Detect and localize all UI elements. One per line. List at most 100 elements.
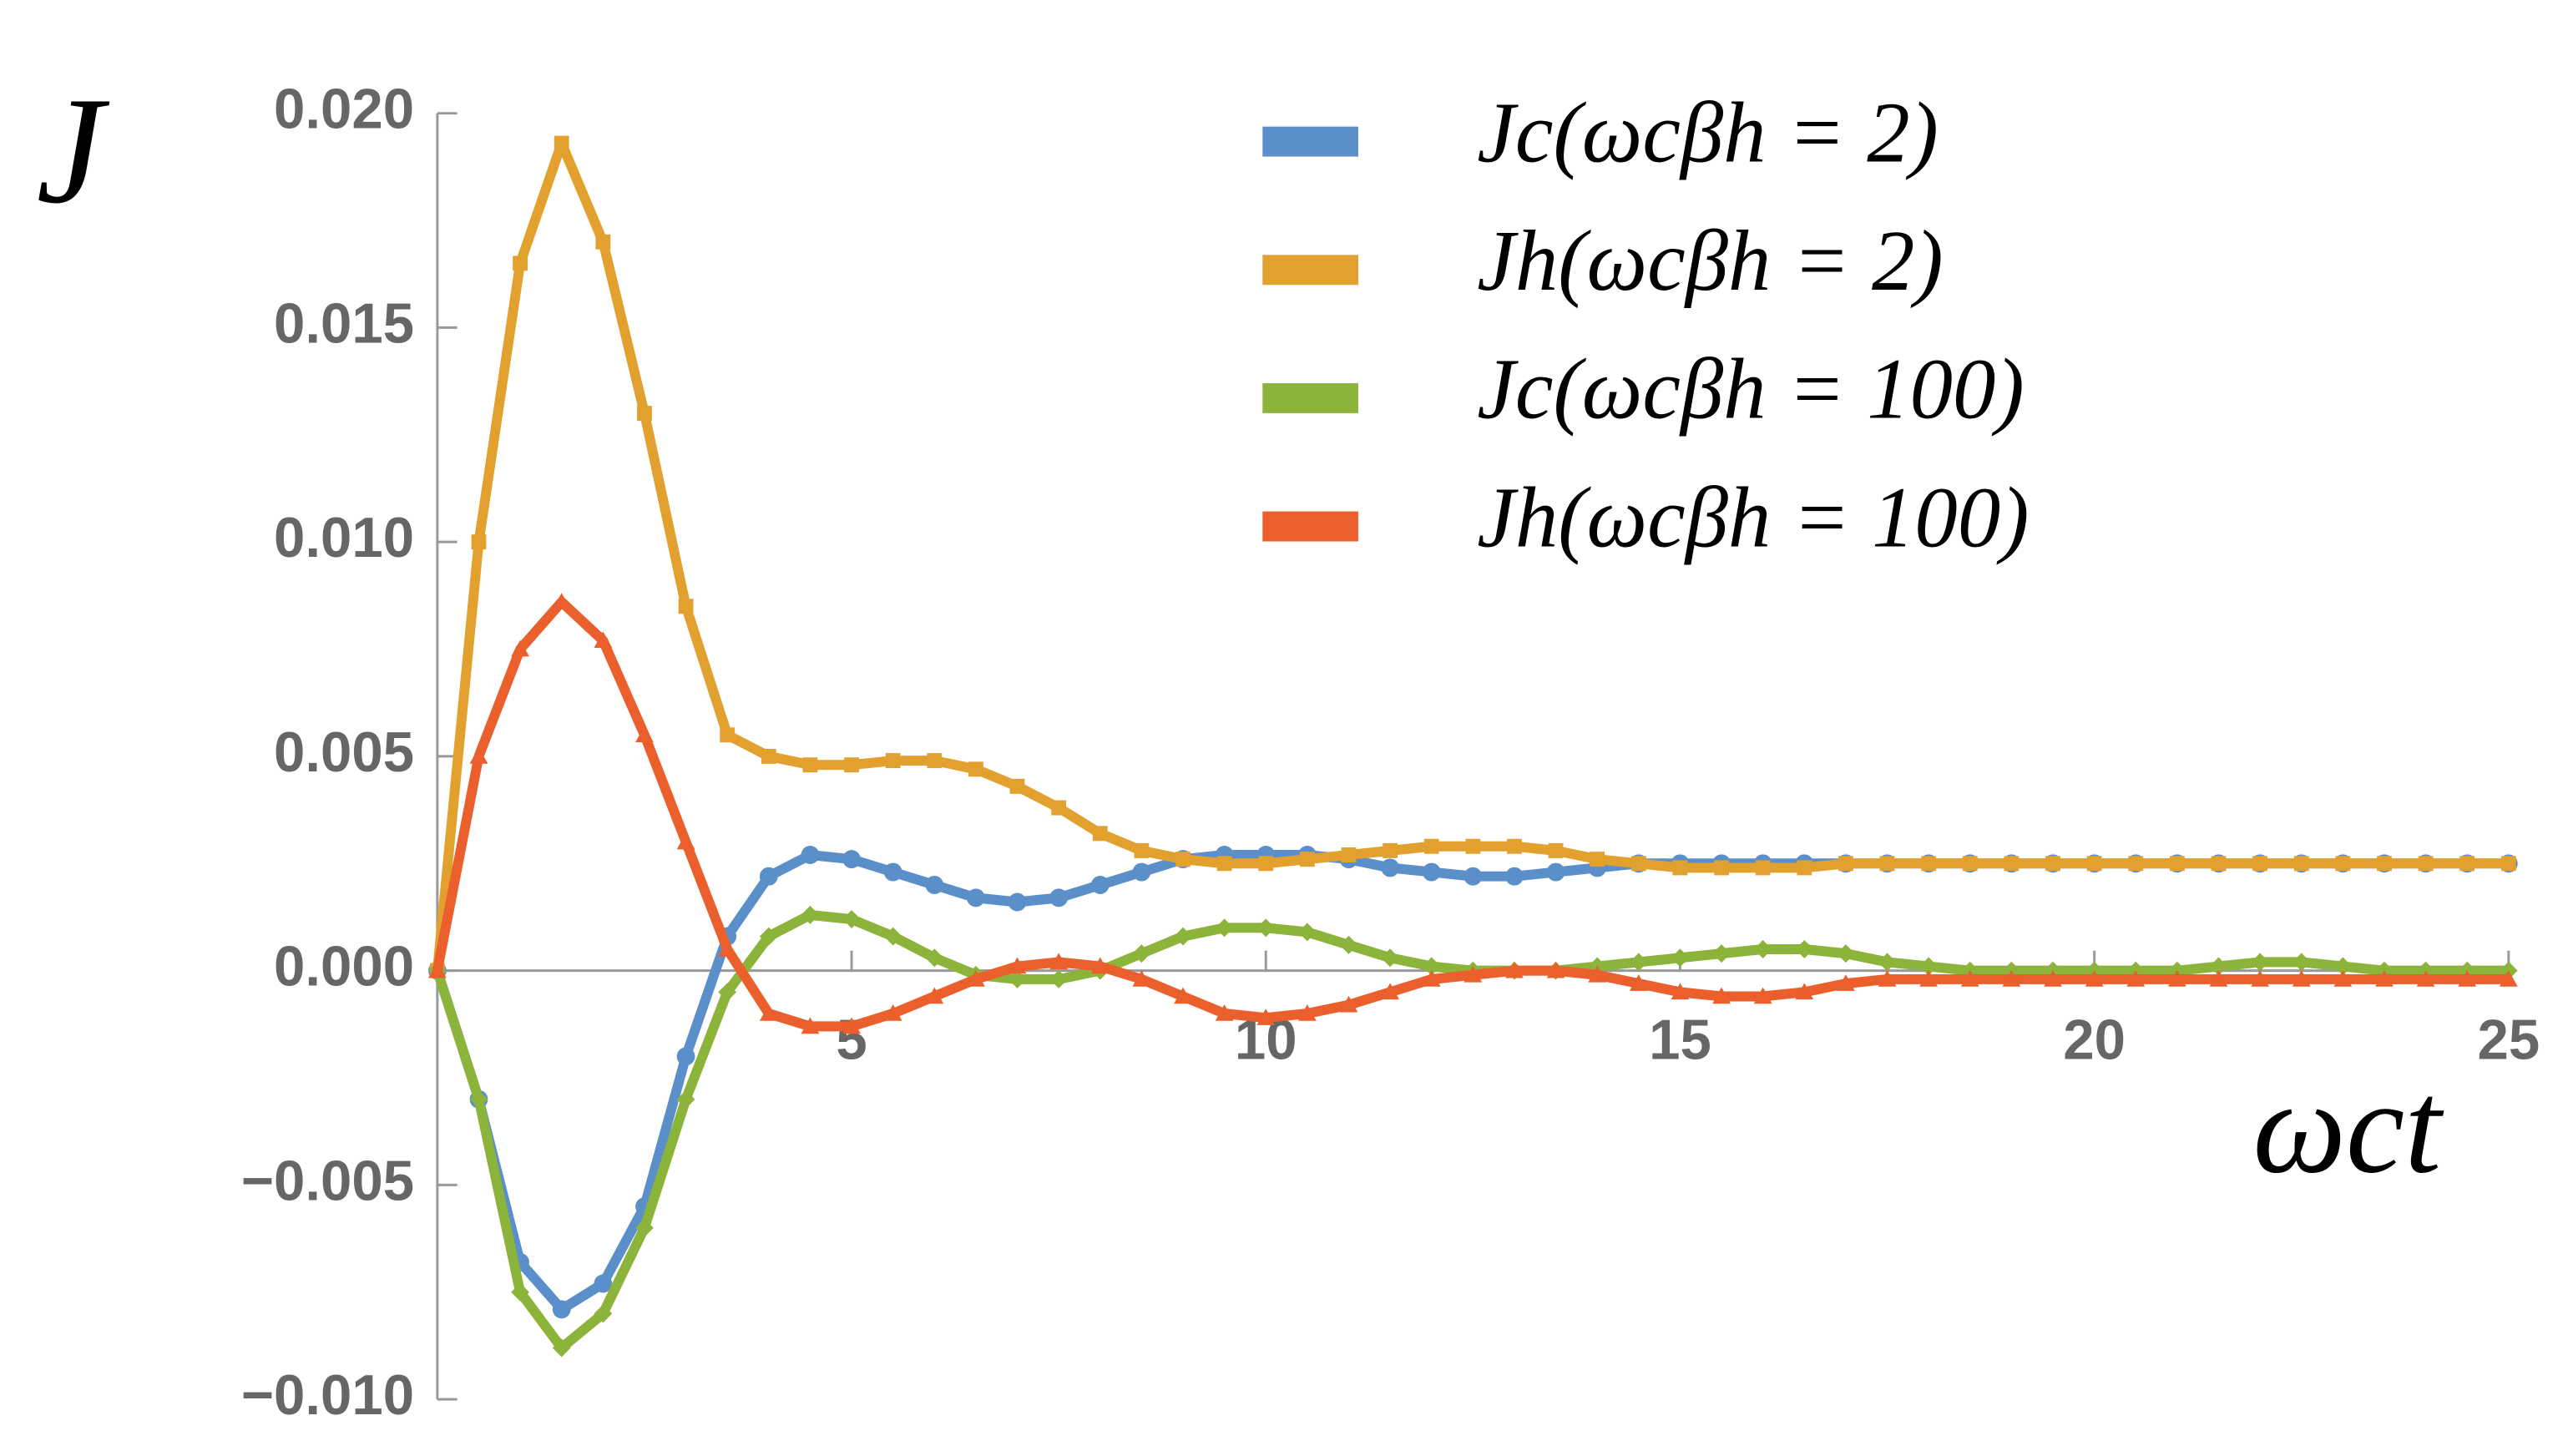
marker	[801, 1017, 820, 1034]
marker	[2252, 856, 2268, 872]
marker	[2004, 856, 2020, 872]
marker	[469, 1089, 488, 1109]
y-tick-label: −0.005	[241, 1150, 414, 1212]
marker	[552, 1338, 571, 1357]
legend-label: Jh(ωcβh = 2)	[1477, 214, 1943, 310]
marker	[759, 867, 778, 886]
marker	[1008, 892, 1027, 912]
x-axis-label: ωct	[2252, 1054, 2444, 1201]
marker	[1463, 867, 1483, 886]
marker	[1797, 860, 1812, 876]
marker	[2169, 856, 2185, 872]
marker	[844, 757, 859, 773]
marker	[1671, 948, 1690, 968]
legend-swatch	[1262, 126, 1358, 157]
marker	[1837, 944, 1855, 963]
y-axis-label: J	[36, 65, 110, 235]
marker	[1712, 944, 1731, 963]
marker	[1339, 995, 1358, 1013]
marker	[2002, 969, 2021, 987]
series-line	[432, 850, 2509, 1315]
x-tick-label: 20	[2063, 1009, 2126, 1071]
marker	[2128, 856, 2144, 872]
marker	[1921, 856, 1937, 872]
marker	[2292, 953, 2311, 972]
marker	[2045, 856, 2060, 872]
marker	[676, 832, 695, 850]
legend-swatch	[1262, 255, 1358, 286]
marker	[1256, 918, 1276, 938]
x-tick-label: 15	[1649, 1009, 1711, 1071]
marker	[2499, 969, 2518, 987]
marker	[635, 725, 654, 743]
marker	[967, 969, 985, 987]
marker	[1175, 852, 1190, 867]
marker	[1051, 800, 1067, 816]
marker	[718, 983, 737, 1002]
marker	[1381, 858, 1399, 877]
marker	[720, 727, 736, 743]
x-tick-label: 25	[2477, 1009, 2540, 1071]
marker	[2333, 969, 2353, 987]
marker	[2044, 969, 2062, 987]
marker	[2086, 856, 2102, 872]
marker	[1795, 940, 1814, 958]
marker	[1049, 953, 1069, 970]
marker	[2211, 856, 2227, 872]
legend-swatch	[1262, 382, 1358, 413]
marker	[1755, 860, 1771, 876]
marker	[2377, 856, 2392, 872]
marker	[1672, 860, 1688, 876]
marker	[513, 255, 528, 271]
marker	[637, 406, 652, 422]
marker	[1630, 856, 1646, 872]
marker	[1837, 974, 1855, 991]
marker	[842, 910, 861, 929]
marker	[1381, 983, 1399, 1000]
y-tick-label: 0.005	[274, 721, 414, 784]
marker	[883, 862, 902, 882]
marker	[2126, 969, 2146, 987]
marker	[1383, 842, 1398, 858]
marker	[678, 599, 694, 614]
marker	[552, 1300, 571, 1319]
marker	[1049, 888, 1069, 907]
marker	[885, 753, 901, 769]
marker	[1256, 1009, 1276, 1025]
marker	[2168, 969, 2186, 987]
marker	[802, 757, 818, 773]
marker	[1174, 987, 1192, 1004]
marker	[2333, 957, 2353, 976]
marker	[925, 987, 944, 1004]
marker	[2375, 969, 2394, 987]
y-tick-label: 0.020	[274, 78, 414, 140]
marker	[1090, 875, 1110, 894]
y-tick-label: 0.015	[274, 292, 414, 355]
marker	[1298, 923, 1317, 942]
marker	[1588, 965, 1607, 983]
marker	[594, 1274, 613, 1293]
marker	[1878, 969, 1897, 987]
y-tick-label: 0.000	[274, 935, 414, 998]
marker	[1714, 860, 1729, 876]
marker	[1507, 838, 1522, 854]
marker	[1960, 969, 1979, 987]
legend-label: Jc(ωcβh = 2)	[1477, 85, 1939, 181]
legend-swatch	[1262, 511, 1358, 542]
marker	[1174, 927, 1192, 946]
marker	[676, 1047, 695, 1066]
marker	[1134, 842, 1150, 858]
marker	[759, 1004, 778, 1021]
y-tick-label: 0.010	[274, 507, 414, 569]
marker	[925, 948, 944, 968]
marker	[1590, 852, 1605, 867]
marker	[1465, 838, 1481, 854]
marker	[2335, 856, 2351, 872]
marker	[2251, 969, 2269, 987]
marker	[927, 753, 943, 769]
marker	[1753, 987, 1772, 1004]
marker	[1132, 862, 1151, 882]
marker	[1878, 953, 1897, 972]
marker	[594, 631, 613, 649]
marker	[2500, 856, 2516, 872]
